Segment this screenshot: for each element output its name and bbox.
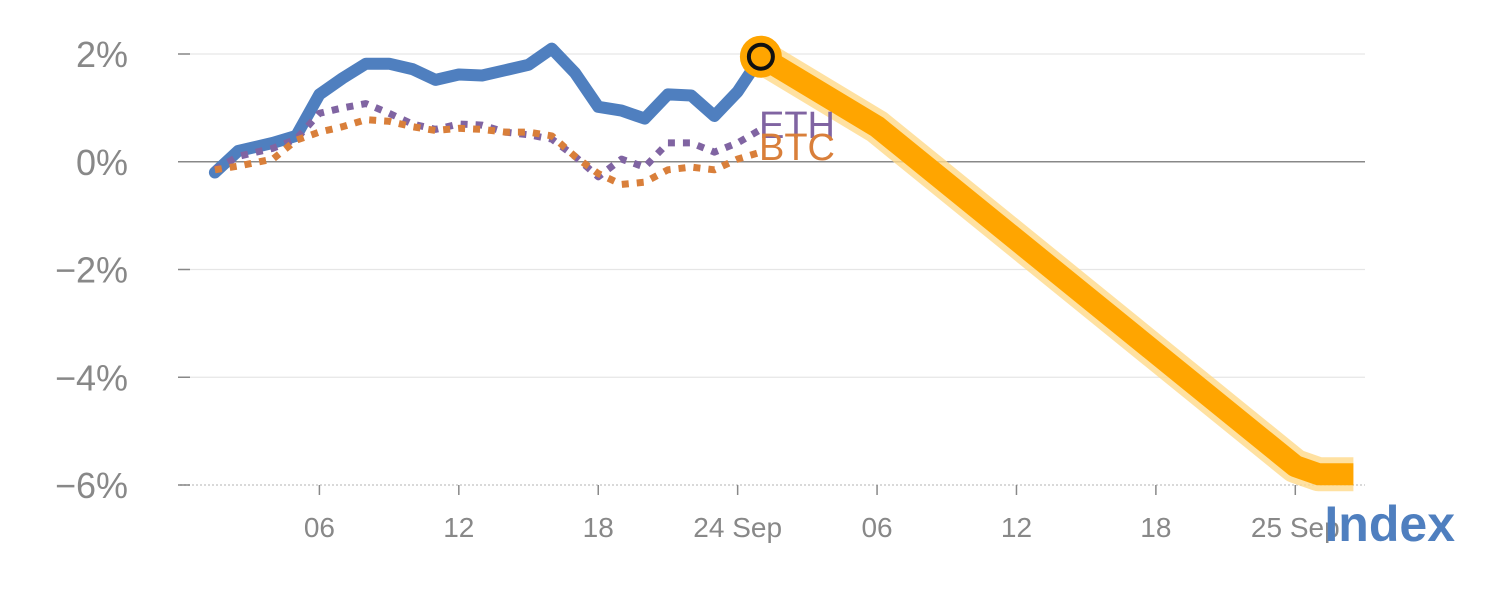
- series-index-line: [208, 42, 767, 179]
- series-lines: [208, 42, 1354, 492]
- series-highlight-line: [755, 47, 1354, 486]
- x-tick-label-2: 18: [583, 512, 614, 543]
- y-tick-label-4: −6%: [55, 465, 128, 506]
- y-tick-label-3: −4%: [55, 357, 128, 398]
- x-tick-label-4: 06: [861, 512, 892, 543]
- y-tick-label-2: −2%: [55, 250, 128, 291]
- y-tick-label-1: 0%: [76, 142, 128, 183]
- x-tick-labels: 06 12 18 24 Sep 06 12 18 25 Sep: [304, 512, 1340, 543]
- eth-series-label: ETH: [759, 105, 835, 147]
- x-tick-label-5: 12: [1001, 512, 1032, 543]
- x-tick-label-3: 24 Sep: [693, 512, 782, 543]
- x-tick-label-6: 18: [1140, 512, 1171, 543]
- series-btc-line: [214, 116, 762, 188]
- grid-lines: [178, 53, 1365, 486]
- chart-title: Index: [1324, 496, 1455, 552]
- x-axis: [318, 485, 1297, 495]
- x-tick-label-7: 25 Sep: [1251, 512, 1340, 543]
- btc-series-label: BTC: [759, 127, 835, 169]
- marker-point: [746, 42, 775, 71]
- x-tick-label-1: 12: [443, 512, 474, 543]
- series-labels: ETH BTC: [759, 105, 835, 169]
- y-tick-labels: 2% 0% −2% −4% −6%: [55, 34, 128, 506]
- markers: [739, 35, 782, 78]
- x-tick-label-0: 06: [304, 512, 335, 543]
- y-tick-label-0: 2%: [76, 34, 128, 75]
